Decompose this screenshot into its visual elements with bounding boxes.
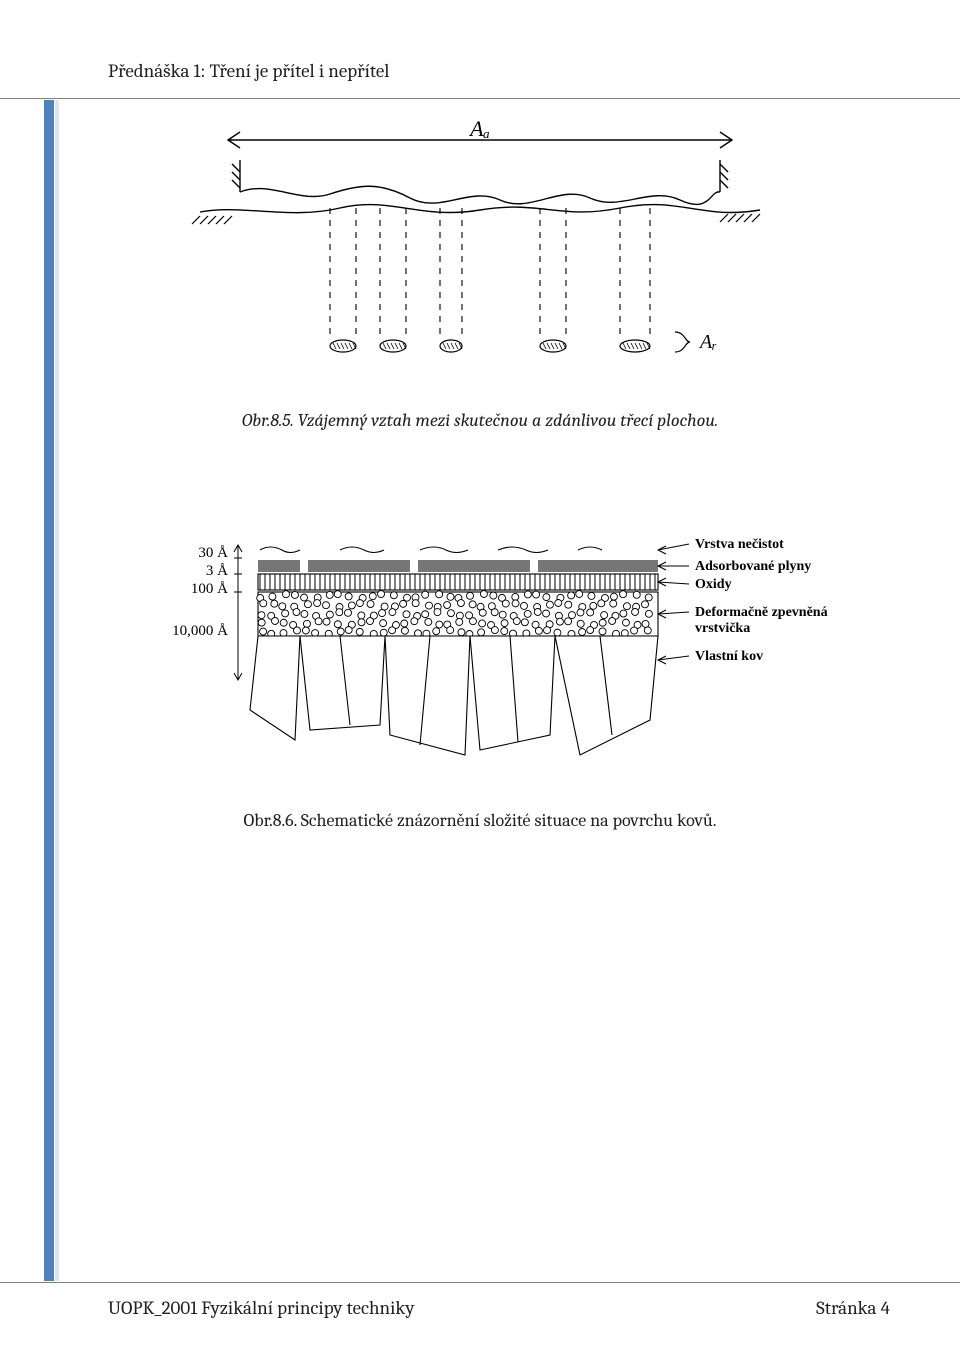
figure-2-layer-label: Adsorbované plyny xyxy=(695,559,811,574)
figure-2-layer-label: Deformačně zpevněná xyxy=(695,605,828,620)
figure-1-ar-label: Aᵣ xyxy=(698,331,717,353)
page: Přednáška 1: Tření je přítel i nepřítel … xyxy=(0,0,960,1357)
footer-right: Stránka 4 xyxy=(816,1297,890,1319)
header-rule xyxy=(0,98,960,99)
figure-2-scale-label: 10,000 Å xyxy=(172,623,228,639)
figure-1-caption-lead: Obr.8.5. xyxy=(242,410,294,431)
figure-2-caption-lead: Obr.8.6. xyxy=(244,810,297,831)
side-accent-light xyxy=(55,0,59,1357)
figure-1: Aₐ xyxy=(180,120,780,390)
page-title: Přednáška 1: Tření je přítel i nepřítel xyxy=(108,60,389,82)
figure-1-caption-text: Vzájemný vztah mezi skutečnou a zdánlivo… xyxy=(298,410,718,431)
figure-2-caption-text: Schematické znázornění složité situace n… xyxy=(301,810,717,831)
figure-2-layer-label: Vrstva nečistot xyxy=(695,537,784,552)
side-accent-bar xyxy=(44,0,54,1357)
figure-2-caption: Obr.8.6. Schematické znázornění složité … xyxy=(0,810,960,831)
footer-rule xyxy=(0,1282,960,1283)
figure-1-caption: Obr.8.5. Vzájemný vztah mezi skutečnou a… xyxy=(0,410,960,431)
figure-2-layer-label: vrstvička xyxy=(695,621,750,636)
header-accent-gap xyxy=(44,0,59,100)
footer-left: UOPK_2001 Fyzikální principy techniky xyxy=(108,1297,415,1319)
figure-1-top-label: Aₐ xyxy=(468,120,490,141)
footer-accent-gap xyxy=(44,1281,59,1357)
figure-2-scale-label: 3 Å xyxy=(206,563,228,579)
figure-2-layer-label: Vlastní kov xyxy=(695,649,763,664)
figure-2: 30 Å 3 Å 100 Å 10,000 Å xyxy=(150,530,850,790)
figure-2-scale-label: 100 Å xyxy=(191,581,228,597)
figure-2-scale-label: 30 Å xyxy=(198,545,228,561)
figure-2-layer-label: Oxidy xyxy=(695,577,732,592)
